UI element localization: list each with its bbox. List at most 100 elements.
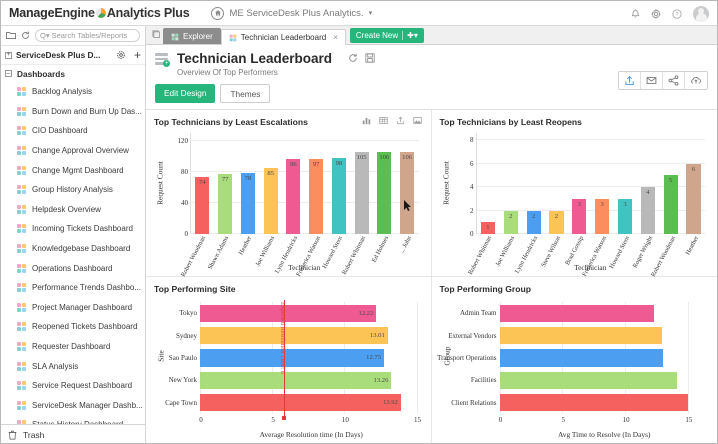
sidebar-item-service-request-dashboard[interactable]: Service Request Dashboard: [1, 376, 145, 396]
bar[interactable]: 3: [572, 198, 587, 234]
table-icon[interactable]: [378, 116, 388, 127]
bar[interactable]: 105: [354, 152, 369, 234]
bar[interactable]: 2: [549, 210, 564, 234]
close-icon[interactable]: ×: [333, 33, 338, 42]
chevron-down-icon[interactable]: ▾: [368, 10, 373, 17]
widget-top-technicians-by-least-escalations: Top Technicians by Least Escalations Requ…: [146, 110, 432, 278]
image-icon[interactable]: [412, 116, 422, 127]
add-workspace-icon[interactable]: +: [133, 48, 141, 62]
page-title-row: Technician Leaderboard Overview Of Top P…: [155, 51, 708, 77]
bar[interactable]: 2: [526, 210, 541, 234]
x-tick: Ed Holmes: [371, 234, 396, 264]
bar[interactable]: [499, 304, 654, 322]
sidebar-item-backlog-analysis[interactable]: Backlog Analysis: [1, 82, 145, 102]
bar[interactable]: [499, 371, 677, 389]
bar[interactable]: 13.92: [200, 394, 401, 412]
expand-toggle-icon[interactable]: +: [5, 51, 12, 59]
publish-cloud-icon[interactable]: [685, 72, 707, 89]
email-icon[interactable]: [641, 72, 663, 89]
bar[interactable]: [499, 327, 662, 345]
bar-row: Admin Team: [460, 302, 704, 324]
tabs-overview-icon[interactable]: [149, 25, 163, 44]
bar[interactable]: [499, 349, 663, 367]
bar[interactable]: 78: [240, 173, 255, 234]
axes: 0 40 80 120 74 77 78 85 96 97 98 105 106 106: [178, 133, 419, 238]
bar[interactable]: 97: [309, 158, 324, 234]
app-switcher[interactable]: ME ServiceDesk Plus Analytics. ▾: [211, 6, 373, 20]
bar[interactable]: 96: [286, 159, 301, 234]
share-icon[interactable]: [663, 72, 685, 89]
sidebar-item-performance-trends-dashbo[interactable]: Performance Trends Dashbo...: [1, 278, 145, 298]
bell-icon[interactable]: [631, 8, 640, 19]
bar-value-label: 5: [669, 177, 673, 185]
y-tick-label: Cape Town: [165, 398, 197, 407]
trash-row[interactable]: Trash: [1, 424, 145, 443]
sidebar-item-reopened-tickets-dashboard[interactable]: Reopened Tickets Dashboard: [1, 317, 145, 337]
bar[interactable]: [499, 394, 688, 412]
gridline: 40: [181, 199, 419, 207]
dashboards-group-row[interactable]: – Dashboards: [1, 65, 145, 82]
gridline: 80: [181, 168, 419, 176]
sidebar-item-change-mgmt-dashboard[interactable]: Change Mgmt Dashboard: [1, 160, 145, 180]
sidebar-item-incoming-tickets-dashboard[interactable]: Incoming Tickets Dashboard: [1, 219, 145, 239]
sidebar-item-change-approval-overview[interactable]: Change Approval Overview: [1, 141, 145, 161]
sidebar-item-label: CIO Dashboard: [32, 126, 88, 136]
sidebar-item-operations-dashboard[interactable]: Operations Dashboard: [1, 258, 145, 278]
refresh-icon[interactable]: [21, 31, 30, 40]
collapse-toggle-icon[interactable]: –: [5, 69, 12, 77]
sidebar-item-project-manager-dashboard[interactable]: Project Manager Dashboard: [1, 298, 145, 318]
bar[interactable]: 106: [400, 151, 415, 234]
themes-button[interactable]: Themes: [220, 84, 271, 103]
folder-icon[interactable]: [6, 31, 16, 40]
sidebar-item-cio-dashboard[interactable]: CIO Dashboard: [1, 121, 145, 141]
bar[interactable]: 106: [377, 151, 392, 234]
bar[interactable]: 3: [617, 198, 633, 234]
export-icon[interactable]: [619, 72, 641, 89]
sidebar-item-sla-analysis[interactable]: SLA Analysis: [1, 356, 145, 376]
workspace-row[interactable]: + ServiceDesk Plus D... +: [1, 46, 145, 65]
sidebar-item-servicedesk-manager-dashb[interactable]: ServiceDesk Manager Dashb...: [1, 396, 145, 416]
home-icon[interactable]: [211, 6, 225, 20]
bar[interactable]: 12.75: [200, 349, 385, 367]
bar[interactable]: 6: [686, 163, 701, 234]
refresh-icon[interactable]: [348, 53, 358, 65]
sidebar-item-label: ServiceDesk Manager Dashb...: [32, 400, 143, 410]
edit-design-button[interactable]: Edit Design: [155, 84, 216, 103]
sidebar-item-helpdesk-overview[interactable]: Helpdesk Overview: [1, 200, 145, 220]
dashboard-icon: [17, 204, 26, 214]
bar[interactable]: 5: [663, 175, 678, 234]
tab-explorer[interactable]: Explorer: [163, 28, 221, 44]
bar[interactable]: 13.26: [200, 371, 392, 389]
sidebar-item-group-history-analysis[interactable]: Group History Analysis: [1, 180, 145, 200]
bar[interactable]: 2: [503, 210, 518, 234]
export-icon[interactable]: [396, 116, 405, 127]
sidebar-item-burn-down-and-burn-up-das[interactable]: Burn Down and Burn Up Das...: [1, 102, 145, 122]
bar[interactable]: 98: [331, 157, 346, 234]
sidebar-item-requester-dashboard[interactable]: Requester Dashboard: [1, 337, 145, 357]
y-tick-label: New York: [168, 376, 197, 385]
bar[interactable]: 12.22: [200, 304, 377, 322]
create-new-button[interactable]: Create New ✚▾: [349, 28, 424, 43]
bar[interactable]: 74: [195, 176, 210, 234]
bar[interactable]: 77: [218, 174, 233, 234]
x-axis-title: Technician: [288, 263, 321, 272]
search-input[interactable]: Q▾ Search Tables/Reports: [35, 29, 140, 42]
sidebar-item-knowledgebase-dashboard[interactable]: Knowledgebase Dashboard: [1, 239, 145, 259]
avatar[interactable]: [693, 5, 709, 22]
bar[interactable]: 13.01: [200, 327, 388, 345]
bar[interactable]: 4: [640, 187, 655, 234]
tab-technician-leaderboard[interactable]: Technician Leaderboard ×: [220, 29, 346, 45]
create-new-caret[interactable]: ✚▾: [407, 31, 418, 40]
help-icon[interactable]: ?: [672, 8, 682, 19]
gear-icon[interactable]: [651, 8, 661, 19]
bar[interactable]: 85: [263, 167, 278, 234]
save-icon[interactable]: [365, 53, 375, 65]
bar-value-label: 13.26: [373, 376, 389, 384]
bar[interactable]: 3: [595, 198, 610, 234]
workspace-settings-icon[interactable]: [117, 51, 125, 59]
x-tick-label: 15: [685, 416, 693, 424]
chart-icon[interactable]: [362, 116, 371, 127]
bar[interactable]: 1: [480, 222, 495, 234]
search-prefix: Q▾: [40, 31, 50, 40]
sidebar-item-status-history-dashboard[interactable]: Status History Dashboard: [1, 415, 145, 424]
